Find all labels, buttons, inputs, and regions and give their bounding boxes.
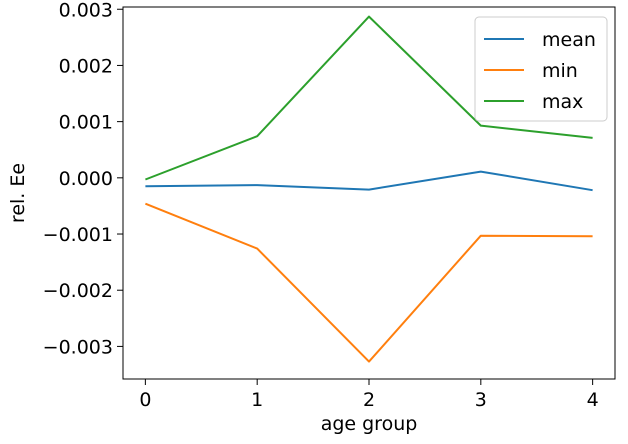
- y-tick-label: 0.002: [59, 55, 113, 77]
- x-tick-label: 0: [139, 389, 151, 411]
- series-line-max: [145, 15, 593, 181]
- x-axis-label: age group: [321, 413, 418, 435]
- series-line-mean: [145, 170, 593, 192]
- x-tick-label: 2: [363, 389, 375, 411]
- axis-ticks: 0 1 2 3 4 −0.003 −0.002 −0.001 0.000 0.001 0.002 0.…: [43, 0, 599, 411]
- y-axis-label: rel. Ee: [7, 163, 29, 223]
- x-tick-label: 1: [251, 389, 263, 411]
- y-tick-label: 0.003: [59, 0, 113, 21]
- x-tick-label: 4: [587, 389, 599, 411]
- y-tick-label: −0.001: [43, 224, 113, 246]
- y-tick-label: 0.000: [59, 168, 113, 190]
- series-lines: [145, 15, 593, 363]
- legend-label-max: max: [542, 91, 583, 113]
- legend: mean min max: [474, 16, 608, 122]
- series-line-min: [145, 202, 593, 363]
- legend-label-min: min: [542, 60, 578, 82]
- y-tick-label: −0.002: [43, 280, 113, 302]
- x-tick-label: 3: [475, 389, 487, 411]
- y-tick-label: −0.003: [43, 336, 113, 358]
- legend-label-mean: mean: [542, 29, 596, 51]
- legend-box: [474, 16, 608, 122]
- y-tick-label: 0.001: [59, 112, 113, 134]
